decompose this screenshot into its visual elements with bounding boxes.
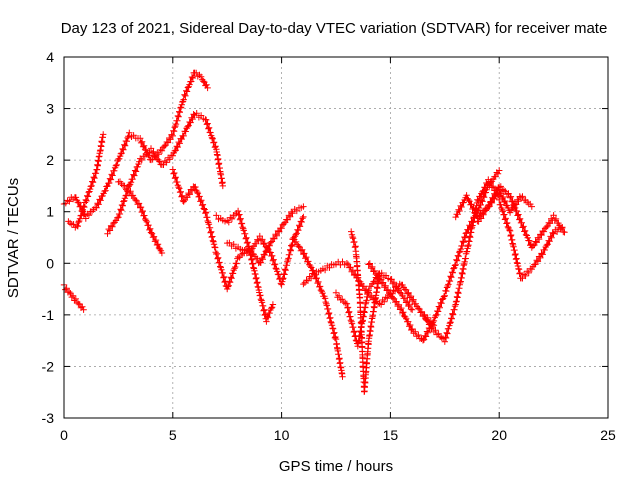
plus-markers — [496, 196, 566, 282]
x-tick-label: 10 — [274, 427, 290, 443]
data-points — [60, 69, 568, 395]
x-tick-label: 15 — [383, 427, 399, 443]
y-tick-label: 4 — [46, 49, 54, 65]
y-tick-label: 3 — [46, 101, 54, 117]
series-track-5 — [115, 178, 166, 257]
series-track-11 — [332, 269, 416, 350]
series-track-3 — [65, 131, 107, 231]
series-track-12 — [348, 228, 383, 395]
plus-markers — [115, 178, 166, 257]
plus-markers — [289, 234, 346, 380]
y-tick-label: -1 — [42, 307, 55, 323]
series-track-9 — [289, 234, 346, 380]
x-axis-label: GPS time / hours — [279, 458, 393, 475]
axis-ticks: 0 5 10 15 20 25 -3 -2 -1 0 1 2 3 4 — [42, 49, 616, 443]
x-tick-label: 5 — [169, 427, 177, 443]
series-track-4 — [104, 110, 226, 237]
series-track-8 — [224, 213, 307, 288]
x-tick-label: 20 — [491, 427, 507, 443]
series-track-16 — [496, 196, 566, 282]
series-track-14 — [419, 176, 503, 345]
plus-markers — [332, 269, 416, 350]
y-axis-label: SDTVAR / TECUs — [5, 178, 22, 298]
series-track-15 — [474, 183, 568, 251]
y-tick-label: 0 — [46, 255, 54, 271]
plus-markers — [60, 281, 87, 313]
series-track-2 — [60, 281, 87, 313]
plus-markers — [65, 131, 107, 231]
y-tick-label: -3 — [42, 410, 55, 426]
series-track-13 — [365, 167, 503, 344]
grid — [64, 57, 608, 418]
y-tick-label: 1 — [46, 204, 54, 220]
plus-markers — [419, 176, 503, 345]
x-tick-label: 25 — [600, 427, 616, 443]
plus-markers — [224, 213, 307, 288]
y-tick-label: -2 — [42, 358, 55, 374]
plot-frame — [63, 56, 609, 419]
plus-markers — [104, 110, 226, 237]
chart-title: Day 123 of 2021, Sidereal Day-to-day VTE… — [61, 20, 608, 37]
y-tick-label: 2 — [46, 152, 54, 168]
x-tick-label: 0 — [60, 427, 68, 443]
plus-markers — [474, 183, 568, 251]
plus-markers — [365, 167, 503, 344]
plus-markers — [348, 228, 383, 395]
series-track-17 — [452, 187, 535, 221]
plus-markers — [452, 187, 535, 221]
